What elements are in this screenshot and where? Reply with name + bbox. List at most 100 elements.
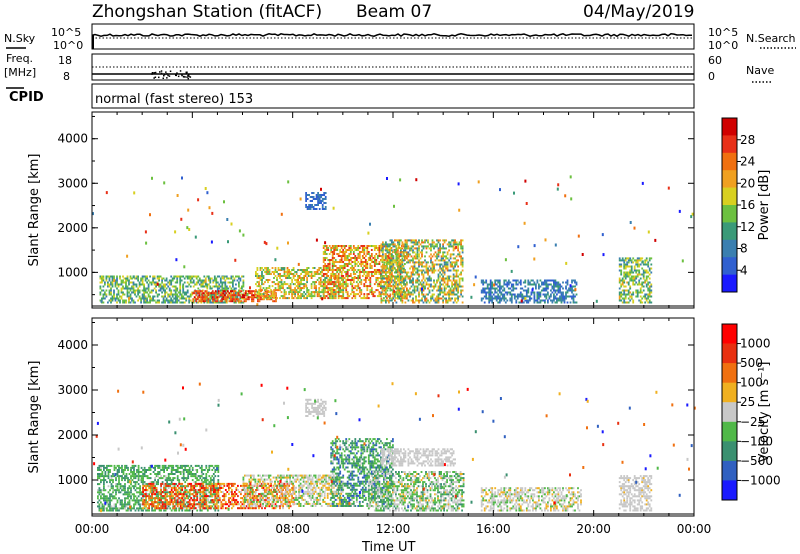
velocity-cell: [172, 477, 175, 480]
power-cell: [455, 255, 458, 258]
power-cell: [230, 277, 233, 280]
power-cell: [403, 283, 405, 286]
power-cell: [401, 275, 404, 278]
velocity-cell: [118, 507, 120, 510]
power-cell: [328, 295, 331, 298]
power-cell: [412, 239, 414, 242]
power-cell: [504, 279, 507, 282]
power-cell: [370, 287, 373, 290]
power-cell: [380, 293, 382, 296]
power-cell: [539, 293, 542, 296]
power-cell: [380, 273, 383, 276]
power-cell: [382, 259, 384, 262]
power-cell: [415, 255, 417, 258]
power-cell: [648, 301, 651, 304]
power-cell: [388, 259, 390, 262]
power-cell: [323, 198, 326, 200]
velocity-cell: [163, 471, 165, 473]
power-cell: [416, 273, 419, 276]
power-cell: [346, 293, 349, 296]
power-cell: [141, 277, 144, 280]
power-cell: [395, 263, 398, 266]
power-cell: [331, 261, 334, 263]
power-cell: [406, 257, 408, 260]
power-cell: [219, 294, 222, 297]
power-cell: [210, 295, 213, 298]
power-cell: [635, 271, 638, 274]
power-cell: [182, 291, 185, 294]
power-cell: [342, 253, 345, 255]
power-cell: [179, 279, 182, 282]
power-cell: [489, 279, 492, 282]
power-cell: [256, 267, 259, 269]
power-cell: [401, 257, 404, 260]
nsky-series: [91, 32, 693, 38]
power-cell: [402, 271, 405, 273]
power-cell: [358, 263, 361, 265]
velocity-cell: [143, 473, 146, 475]
power-cell: [398, 255, 401, 258]
power-cell: [401, 279, 404, 282]
power-cell: [386, 257, 389, 260]
power-cell: [403, 281, 405, 284]
power-cell: [225, 292, 228, 295]
power-cell: [396, 255, 399, 257]
power-cell: [407, 261, 410, 264]
power-cell: [337, 285, 340, 288]
velocity-cell: [151, 499, 153, 502]
power-cell: [398, 243, 401, 246]
power-cell: [340, 267, 343, 269]
power-cell: [376, 271, 379, 273]
power-cell: [648, 267, 651, 270]
power-cell: [385, 257, 387, 260]
power-cell: [176, 277, 179, 280]
power-cell: [418, 245, 420, 248]
power-scatter-point: [274, 258, 277, 262]
power-cell: [404, 243, 407, 246]
velocity-cell: [128, 499, 131, 502]
power-cell: [571, 279, 573, 282]
velocity-cell: [116, 473, 119, 475]
power-cell: [390, 267, 393, 269]
power-cell: [322, 297, 325, 300]
velocity-cell: [110, 507, 113, 510]
power-cell: [117, 283, 120, 286]
power-cell: [101, 289, 103, 292]
power-cell: [381, 289, 384, 292]
power-cell: [533, 293, 536, 296]
power-cell: [255, 283, 257, 286]
nsearch-label: N.Search: [746, 32, 796, 45]
velocity-cell: [127, 503, 129, 506]
power-cell: [354, 265, 357, 267]
freq-dip-dot: [166, 77, 168, 79]
power-cell: [455, 287, 458, 290]
power-cell: [189, 277, 192, 280]
power-cell: [225, 300, 228, 303]
power-cell: [206, 301, 209, 304]
velocity-cell: [124, 479, 126, 482]
power-cell: [503, 281, 506, 284]
power-cell: [395, 269, 398, 272]
power-scatter-point: [569, 284, 572, 288]
power-cell: [638, 279, 641, 282]
power-cell: [134, 289, 136, 292]
power-cell: [400, 249, 402, 252]
power-cell: [430, 249, 432, 252]
power-cell: [351, 283, 354, 286]
velocity-cell: [148, 469, 150, 471]
power-cell: [409, 277, 411, 280]
power-cell: [327, 291, 330, 294]
power-cell: [501, 289, 504, 292]
power-cell: [334, 283, 337, 286]
power-cell: [342, 255, 345, 257]
power-cell: [319, 273, 322, 275]
power-cell: [108, 293, 111, 296]
power-cell: [324, 289, 327, 292]
power-cell: [221, 281, 224, 284]
power-cell: [164, 289, 166, 292]
power-cell: [383, 289, 386, 292]
freq-dip-dot: [166, 73, 168, 75]
power-cell: [324, 277, 327, 279]
velocity-cell: [146, 475, 149, 478]
power-cell: [442, 267, 444, 270]
